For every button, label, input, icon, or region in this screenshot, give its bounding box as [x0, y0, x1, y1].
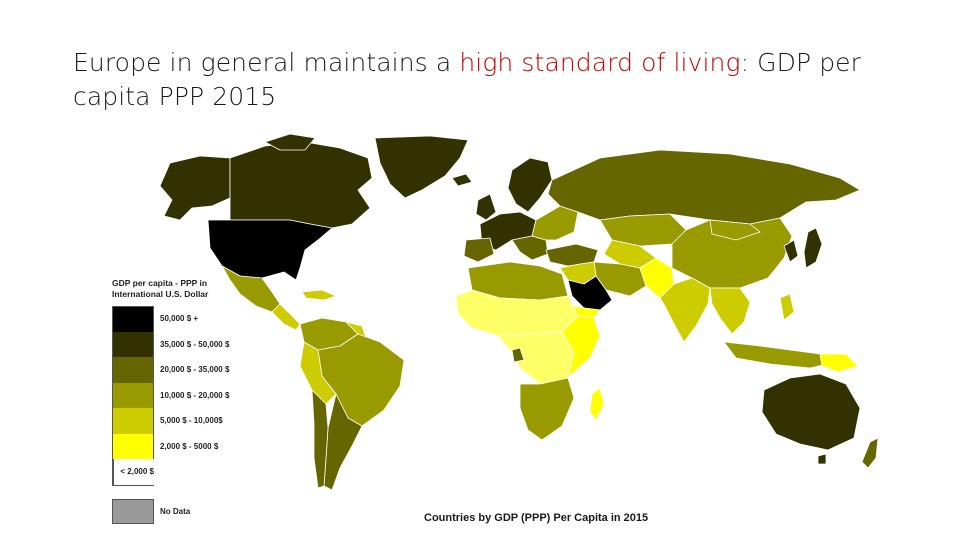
title-highlight: high standard of living — [459, 48, 741, 77]
legend-label: 10,000 $ - 20,000 $ — [160, 390, 230, 400]
legend-label: 20,000 $ - 35,000 $ — [160, 365, 230, 375]
region-alaska — [159, 155, 231, 221]
region-japan — [803, 227, 823, 269]
region-southeast-asia — [709, 287, 751, 335]
region-philippines — [779, 293, 795, 321]
region-iceland — [451, 173, 473, 187]
region-madagascar — [589, 387, 605, 421]
region-australia — [761, 373, 861, 451]
region-gabon — [511, 347, 525, 363]
legend-swatch — [112, 306, 154, 332]
region-india — [659, 277, 711, 343]
legend-label: < 2,000 $ — [120, 467, 154, 477]
region-new-zealand — [861, 437, 879, 469]
legend-swatch — [112, 382, 154, 408]
legend-swatch — [112, 459, 115, 485]
legend-item: 2,000 $ - 5000 $ — [112, 433, 272, 459]
region-russia — [547, 149, 861, 225]
legend-swatch — [112, 331, 154, 357]
region-iberia — [463, 237, 495, 263]
region-papua — [819, 353, 859, 373]
legend-item: 50,000 $ + — [112, 306, 272, 332]
slide-title: Europe in general maintains a high stand… — [73, 46, 913, 114]
region-chile — [311, 389, 329, 489]
region-central-america — [271, 303, 301, 331]
legend-no-data: No Data — [112, 498, 272, 524]
legend-label: 35,000 $ - 50,000 $ — [160, 339, 230, 349]
region-greenland — [374, 135, 469, 199]
legend-swatch — [112, 433, 154, 459]
region-korea — [783, 239, 799, 263]
legend-item: 35,000 $ - 50,000 $ — [112, 331, 272, 357]
title-text: Europe in general maintains a — [73, 48, 460, 77]
region-tasmania — [817, 453, 827, 465]
region-saudi-gulf — [567, 275, 613, 311]
legend-label: 2,000 $ - 5000 $ — [160, 441, 219, 451]
legend-item: 10,000 $ - 20,000 $ — [112, 382, 272, 408]
world-map-svg — [159, 133, 879, 491]
region-brazil — [317, 333, 405, 427]
region-caribbean — [301, 289, 337, 301]
legend-swatch — [112, 408, 154, 434]
legend-swatch-no-data — [112, 498, 154, 524]
legend-item: < 2,000 $ — [112, 459, 154, 486]
region-central-africa — [497, 331, 575, 385]
legend-item: 20,000 $ - 35,000 $ — [112, 357, 272, 383]
legend-item: 5,000 $ - 10,000$ — [112, 408, 272, 434]
legend-label: 5,000 $ - 10,000$ — [160, 416, 223, 426]
region-scandinavia — [507, 157, 553, 213]
region-italy-balkans — [511, 235, 549, 261]
region-indonesia — [723, 341, 837, 369]
legend-swatch — [112, 357, 154, 383]
title-text-end: : GDP per capita PPP 2015 — [73, 48, 862, 111]
legend-label-no-data: No Data — [160, 506, 191, 516]
region-mongolia — [709, 219, 761, 241]
legend-title: GDP per capita - PPP in International U.… — [112, 278, 209, 299]
region-east-africa — [561, 315, 601, 379]
region-canada — [229, 141, 373, 229]
region-eastern-europe — [531, 205, 579, 241]
region-southern-africa — [519, 377, 575, 441]
legend-rows: 50,000 $ + 35,000 $ - 50,000 $ 20,000 $ … — [112, 306, 272, 486]
region-british-isles — [475, 193, 497, 221]
legend-label: 50,000 $ + — [160, 314, 199, 324]
region-peru-bolivia — [299, 341, 337, 405]
world-map — [100, 128, 880, 533]
map-caption: Countries by GDP (PPP) Per Capita in 201… — [424, 512, 649, 524]
map-legend: GDP per capita - PPP in International U.… — [112, 278, 272, 524]
region-arctic-islands — [264, 133, 316, 151]
